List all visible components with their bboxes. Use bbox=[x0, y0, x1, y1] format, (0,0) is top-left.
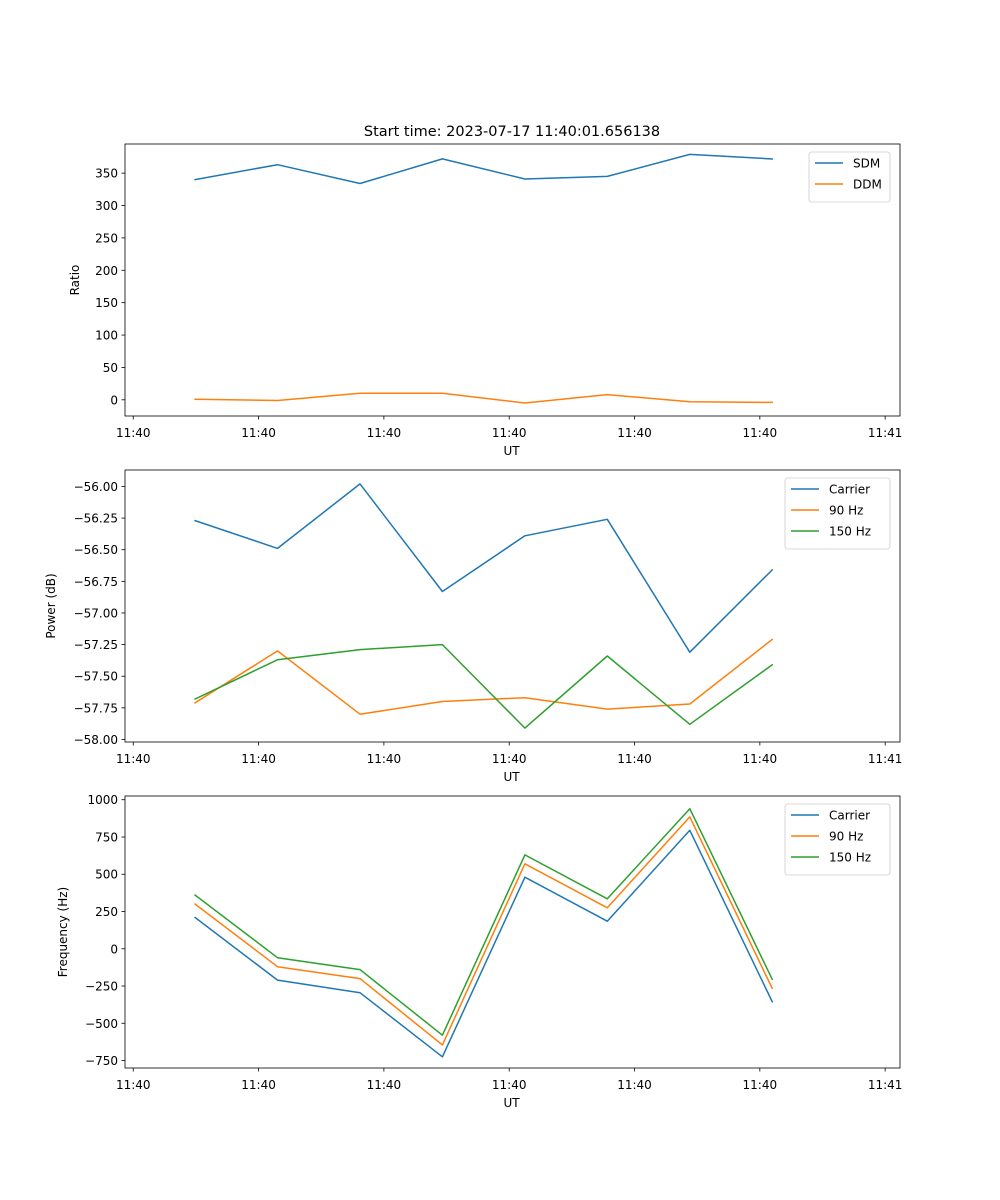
axes-frame bbox=[124, 143, 901, 417]
series-line-90-hz bbox=[194, 638, 774, 715]
y-tick-label: 250 bbox=[95, 231, 118, 245]
x-tick-label: 11:40 bbox=[116, 426, 151, 440]
series-line-150-hz bbox=[194, 643, 774, 729]
y-tick-label: 150 bbox=[95, 296, 118, 310]
frequency-panel: −750 −500 −250 0 250 500 750 1000 11:40 11:40 11:4… bbox=[56, 793, 902, 1110]
x-tick-label: 11:40 bbox=[617, 1078, 652, 1092]
x-tick-label: 11:40 bbox=[743, 752, 778, 766]
power-panel: −58.00 −57.75 −57.50 −57.25 −57.00 −56.75 −56.… bbox=[44, 469, 903, 784]
x-axis-label: UT bbox=[503, 444, 520, 458]
legend-label: 90 Hz bbox=[829, 504, 863, 518]
legend-label: 150 Hz bbox=[829, 525, 871, 539]
x-tick-label: 11:40 bbox=[241, 1078, 276, 1092]
y-tick-label: −58.00 bbox=[74, 733, 118, 747]
series-line-sdm bbox=[194, 153, 773, 185]
x-tick-label: 11:41 bbox=[868, 752, 903, 766]
x-axis-label: UT bbox=[503, 770, 520, 784]
x-tick-label: 11:40 bbox=[367, 426, 402, 440]
y-tick-label: −56.75 bbox=[74, 575, 118, 589]
x-tick-label: 11:41 bbox=[868, 426, 903, 440]
axes-frame bbox=[124, 795, 901, 1069]
y-tick-label: 1000 bbox=[87, 793, 118, 807]
y-tick-label: 250 bbox=[95, 905, 118, 919]
chart-title: Start time: 2023-07-17 11:40:01.656138 bbox=[364, 124, 660, 140]
y-tick-label: −56.50 bbox=[74, 543, 118, 557]
y-tick-label: −250 bbox=[85, 980, 118, 994]
y-tick-label: 0 bbox=[110, 942, 118, 956]
y-tick-label: −57.50 bbox=[74, 670, 118, 684]
legend-label: 150 Hz bbox=[829, 851, 871, 865]
legend-label: SDM bbox=[853, 157, 880, 171]
y-tick-label: −56.00 bbox=[74, 480, 118, 494]
series-line-carrier bbox=[194, 829, 774, 1058]
x-tick-label: 11:40 bbox=[241, 426, 276, 440]
ratio-panel: 0 50 100 150 200 250 300 350 11:40 11:40 11:40 11:4… bbox=[68, 143, 903, 458]
x-axis-label: UT bbox=[503, 1096, 520, 1110]
legend-label: Carrier bbox=[829, 809, 870, 823]
y-tick-label: 50 bbox=[103, 361, 118, 375]
x-tick-label: 11:40 bbox=[492, 752, 527, 766]
x-tick-label: 11:40 bbox=[116, 752, 151, 766]
x-tick-label: 11:40 bbox=[743, 1078, 778, 1092]
y-tick-label: 300 bbox=[95, 199, 118, 213]
series-line-ddm bbox=[194, 392, 773, 404]
x-tick-label: 11:40 bbox=[492, 426, 527, 440]
series-line-90-hz bbox=[194, 816, 774, 1046]
axes-frame bbox=[124, 469, 901, 743]
y-tick-label: −750 bbox=[85, 1054, 118, 1068]
y-tick-label: −57.75 bbox=[74, 701, 118, 715]
x-tick-label: 11:40 bbox=[367, 1078, 402, 1092]
subplots: 0 50 100 150 200 250 300 350 11:40 11:40 11:40 11:4… bbox=[44, 143, 903, 1110]
x-tick-label: 11:40 bbox=[116, 1078, 151, 1092]
y-tick-label: −500 bbox=[85, 1017, 118, 1031]
legend-label: Carrier bbox=[829, 483, 870, 497]
y-tick-label: −57.25 bbox=[74, 638, 118, 652]
legend-box bbox=[808, 151, 891, 203]
legend: Carrier 90 Hz 150 Hz bbox=[784, 803, 891, 876]
y-tick-label: 200 bbox=[95, 264, 118, 278]
legend: Carrier 90 Hz 150 Hz bbox=[784, 477, 891, 550]
y-tick-label: −57.00 bbox=[74, 606, 118, 620]
x-tick-label: 11:41 bbox=[868, 1078, 903, 1092]
x-tick-label: 11:40 bbox=[617, 752, 652, 766]
x-tick-label: 11:40 bbox=[492, 1078, 527, 1092]
series-line-carrier bbox=[194, 483, 774, 653]
y-tick-label: 0 bbox=[110, 393, 118, 407]
legend-label: 90 Hz bbox=[829, 830, 863, 844]
y-tick-label: −56.25 bbox=[74, 512, 118, 526]
legend-label: DDM bbox=[853, 178, 882, 192]
x-tick-label: 11:40 bbox=[367, 752, 402, 766]
series-line-150-hz bbox=[194, 807, 774, 1036]
y-axis-label: Frequency (Hz) bbox=[56, 887, 70, 978]
y-tick-label: 750 bbox=[95, 830, 118, 844]
y-axis-label: Power (dB) bbox=[44, 573, 58, 638]
x-tick-label: 11:40 bbox=[617, 426, 652, 440]
x-tick-label: 11:40 bbox=[743, 426, 778, 440]
y-axis-label: Ratio bbox=[68, 265, 82, 296]
x-tick-label: 11:40 bbox=[241, 752, 276, 766]
y-tick-label: 500 bbox=[95, 868, 118, 882]
y-tick-label: 100 bbox=[95, 329, 118, 343]
y-tick-label: 350 bbox=[95, 167, 118, 181]
legend: SDM DDM bbox=[808, 151, 891, 203]
